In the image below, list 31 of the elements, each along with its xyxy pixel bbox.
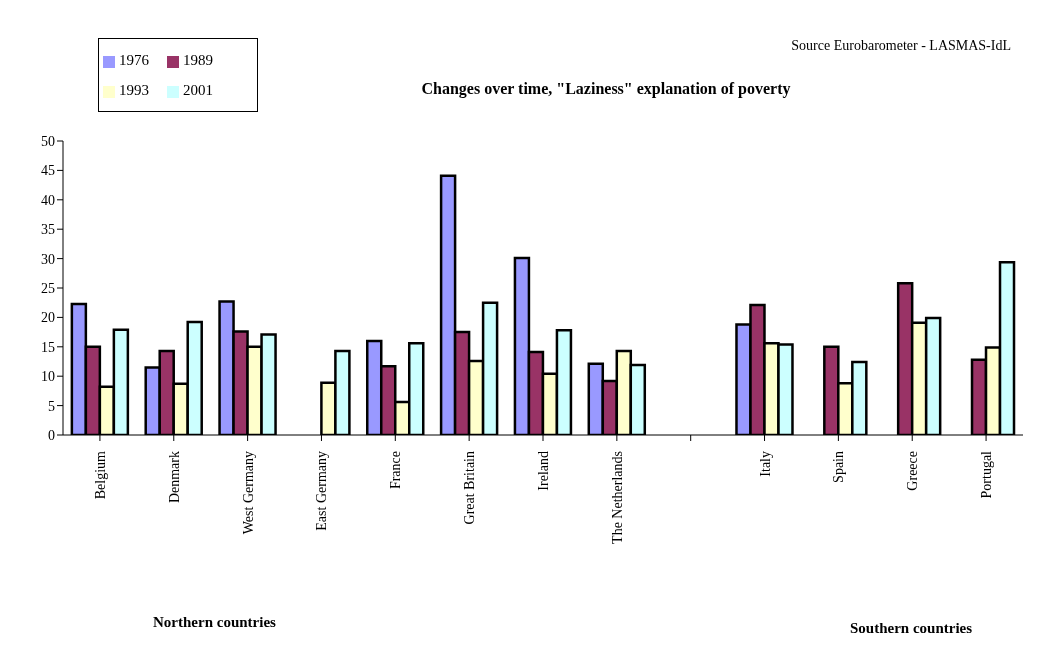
y-tick-label: 10 [41,369,55,385]
legend-label: 1989 [183,52,213,68]
y-tick-label: 35 [41,222,55,238]
legend-label: 1993 [119,82,149,98]
x-tick-label: Spain [831,451,847,483]
x-tick-label: Great Britain [462,451,478,525]
x-tick-label: East Germany [314,451,330,531]
text: Southern countries [850,620,973,637]
x-tick-label: Denmark [166,451,182,504]
x-tick-label: Italy [757,451,773,477]
y-tick-label: 20 [41,310,55,326]
x-tick-label: Portugal [979,450,995,499]
y-tick-label: 30 [41,251,55,267]
y-tick-label: 40 [41,192,55,208]
legend-label: 2001 [183,82,213,98]
y-tick-label: 45 [41,163,55,179]
x-tick-label: Belgium [92,450,108,500]
y-tick-label: 5 [48,398,55,414]
y-tick-label: 50 [41,133,55,149]
x-tick-label: France [388,451,404,490]
x-tick-label: Ireland [536,451,551,491]
y-tick-label: 0 [48,427,55,443]
chart-title: Changes over time, "Laziness" explanation of poverty [421,80,791,98]
x-tick-label: Greece [905,451,921,491]
x-tick-label: West Germany [240,451,256,535]
legend-label: 1976 [119,52,149,68]
text: Northern countries [153,614,276,631]
y-tick-label: 25 [41,280,55,296]
source-note: Source Eurobarometer - LASMAS-IdL [791,38,1011,54]
y-tick-label: 15 [41,339,55,355]
x-tick-label: The Netherlands [609,451,625,544]
